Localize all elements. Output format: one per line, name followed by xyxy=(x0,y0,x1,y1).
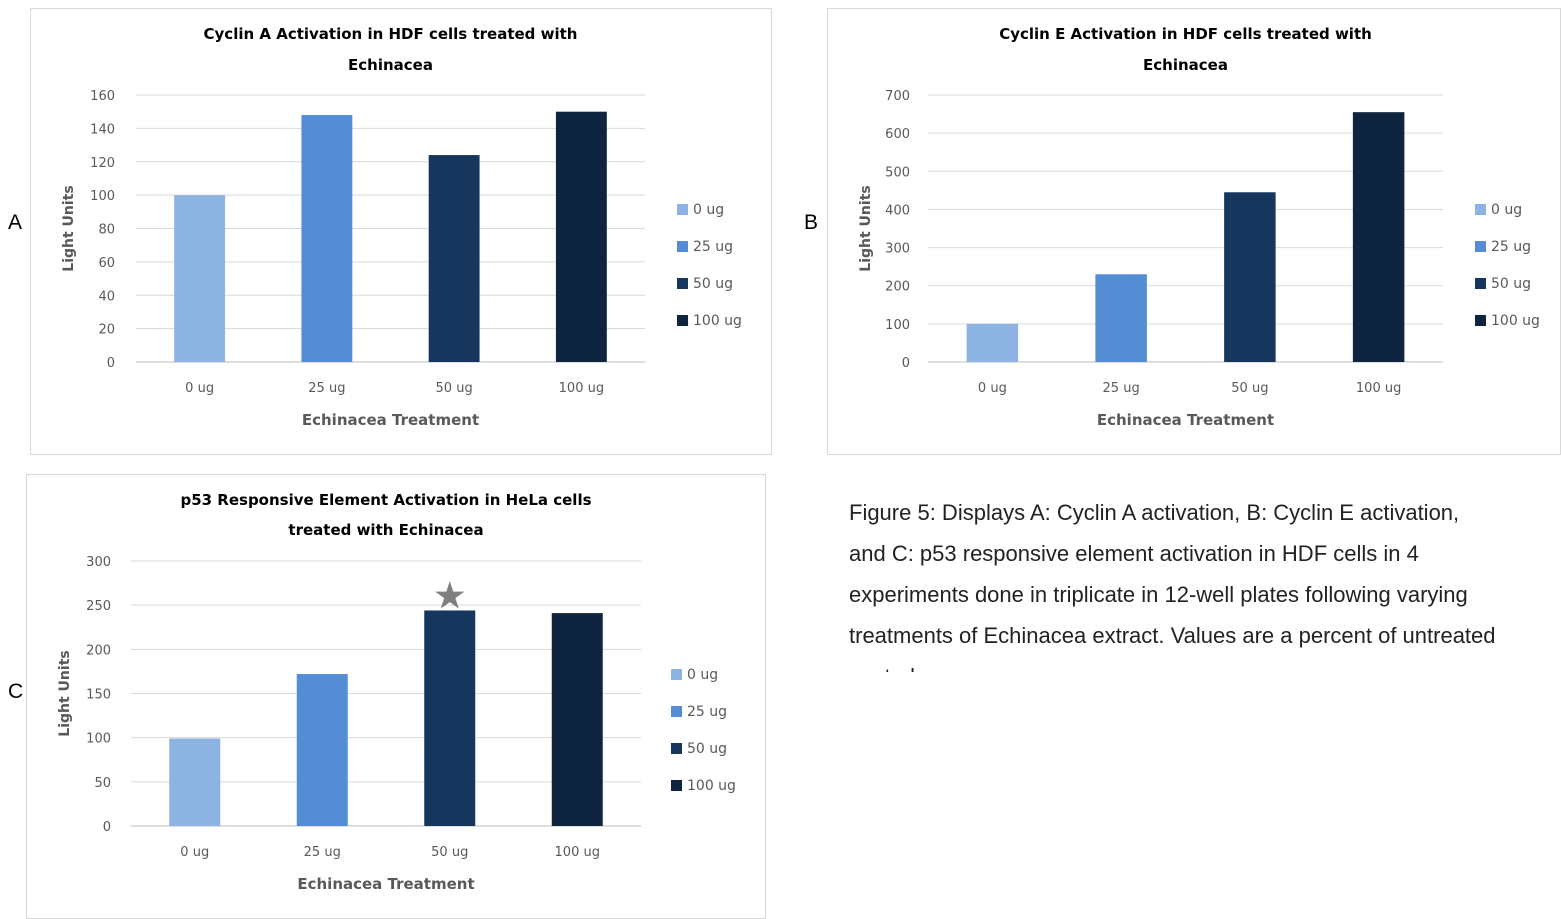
chart-c-title-line: p53 Responsive Element Activation in HeL… xyxy=(180,491,591,509)
chart-b-y-tick-label: 100 xyxy=(885,318,910,333)
chart-a-legend-label: 25 ug xyxy=(693,239,733,255)
chart-b-x-tick-label: 25 ug xyxy=(1103,381,1140,396)
chart-c: p53 Responsive Element Activation in HeL… xyxy=(57,491,736,893)
chart-b-legend-label: 25 ug xyxy=(1491,239,1531,255)
chart-a-legend-label: 100 ug xyxy=(693,313,742,329)
chart-b-y-tick-label: 700 xyxy=(885,89,910,104)
chart-c-bar-0ug xyxy=(169,738,221,826)
chart-b-legend-label: 0 ug xyxy=(1491,202,1522,218)
chart-c-x-tick-label: 0 ug xyxy=(180,845,209,860)
chart-b-container: Cyclin E Activation in HDF cells treated… xyxy=(827,8,1561,455)
figure-caption: Figure 5: Displays A: Cyclin A activatio… xyxy=(849,500,1496,672)
chart-a-y-tick-label: 40 xyxy=(98,289,115,304)
chart-b-legend-swatch xyxy=(1475,204,1486,215)
chart-c-legend-swatch xyxy=(671,669,682,680)
chart-a: Cyclin A Activation in HDF cells treated… xyxy=(61,25,742,429)
chart-c-legend-label: 100 ug xyxy=(687,778,736,794)
chart-a-y-axis-label: Light Units xyxy=(61,185,77,271)
panel-label-a: A xyxy=(8,211,23,234)
chart-a-legend-label: 50 ug xyxy=(693,276,733,292)
figure-caption-box: Figure 5: Displays A: Cyclin A activatio… xyxy=(849,492,1499,672)
chart-b-title-line: Cyclin E Activation in HDF cells treated… xyxy=(999,25,1372,43)
chart-a-title-line: Echinacea xyxy=(348,56,433,74)
chart-b-title-line: Echinacea xyxy=(1143,56,1228,74)
chart-a-legend-label: 0 ug xyxy=(693,202,724,218)
chart-c-y-tick-label: 250 xyxy=(86,599,111,614)
chart-b-legend-label: 50 ug xyxy=(1491,276,1531,292)
chart-b-x-tick-label: 100 ug xyxy=(1356,381,1401,396)
chart-a-legend-swatch xyxy=(677,278,688,289)
chart-c-y-tick-label: 100 xyxy=(86,732,111,747)
chart-b-y-tick-label: 600 xyxy=(885,127,910,142)
chart-a-bar-50ug xyxy=(428,155,480,362)
panel-label-b: B xyxy=(804,211,819,234)
chart-a-y-tick-label: 20 xyxy=(98,323,115,338)
chart-c-legend-label: 50 ug xyxy=(687,741,727,757)
chart-b-y-tick-label: 200 xyxy=(885,280,910,295)
chart-b-bar-100ug xyxy=(1352,112,1405,363)
chart-c-y-tick-label: 0 xyxy=(103,820,111,835)
chart-a-y-tick-label: 80 xyxy=(98,223,115,238)
chart-b-bar-50ug xyxy=(1224,192,1276,362)
chart-a-y-tick-label: 140 xyxy=(90,122,115,137)
chart-b-y-tick-label: 400 xyxy=(885,203,910,218)
chart-b-y-tick-label: 500 xyxy=(885,165,910,180)
chart-b-y-tick-label: 300 xyxy=(885,242,910,257)
chart-c-bar-100ug xyxy=(551,613,603,826)
chart-a-y-tick-label: 100 xyxy=(90,189,115,204)
chart-c-container: p53 Responsive Element Activation in HeL… xyxy=(26,474,766,919)
chart-c-bar-25ug xyxy=(296,674,348,826)
chart-a-y-tick-label: 60 xyxy=(98,256,115,271)
chart-b-legend-swatch xyxy=(1475,315,1486,326)
chart-a-x-tick-label: 25 ug xyxy=(308,381,345,396)
chart-c-legend-label: 0 ug xyxy=(687,667,718,683)
chart-b-bar-0ug xyxy=(966,323,1019,362)
chart-a-legend-swatch xyxy=(677,204,688,215)
chart-c-x-axis-label: Echinacea Treatment xyxy=(297,875,474,893)
chart-c-x-tick-label: 25 ug xyxy=(304,845,341,860)
chart-a-bar-0ug xyxy=(174,195,226,362)
chart-b-legend-swatch xyxy=(1475,241,1486,252)
chart-c-legend-swatch xyxy=(671,743,682,754)
chart-a-title-line: Cyclin A Activation in HDF cells treated… xyxy=(204,25,578,43)
chart-b-bar-25ug xyxy=(1095,274,1147,362)
chart-a-legend-swatch xyxy=(677,241,688,252)
chart-c-x-tick-label: 50 ug xyxy=(431,845,468,860)
chart-a-y-tick-label: 160 xyxy=(90,89,115,104)
chart-c-legend-swatch xyxy=(671,780,682,791)
chart-b: Cyclin E Activation in HDF cells treated… xyxy=(858,25,1540,429)
chart-a-bar-100ug xyxy=(555,111,607,362)
chart-a-y-tick-label: 0 xyxy=(107,356,115,371)
chart-c-y-tick-label: 200 xyxy=(86,643,111,658)
panel-label-c: C xyxy=(8,680,24,703)
chart-b-x-axis-label: Echinacea Treatment xyxy=(1097,411,1274,429)
chart-a-container: Cyclin A Activation in HDF cells treated… xyxy=(30,8,772,455)
chart-b-x-tick-label: 50 ug xyxy=(1231,381,1268,396)
chart-b-x-tick-label: 0 ug xyxy=(978,381,1007,396)
chart-a-x-tick-label: 50 ug xyxy=(436,381,473,396)
chart-c-x-tick-label: 100 ug xyxy=(555,845,600,860)
chart-c-y-tick-label: 300 xyxy=(86,555,111,570)
chart-b-y-axis-label: Light Units xyxy=(858,185,874,271)
chart-b-legend-label: 100 ug xyxy=(1491,313,1540,329)
chart-c-y-axis-label: Light Units xyxy=(57,650,73,736)
chart-a-legend-swatch xyxy=(677,315,688,326)
chart-a-x-axis-label: Echinacea Treatment xyxy=(302,411,479,429)
chart-c-bar-50ug xyxy=(424,610,476,826)
chart-a-bar-25ug xyxy=(301,115,353,363)
chart-c-y-tick-label: 50 xyxy=(94,776,111,791)
chart-c-y-tick-label: 150 xyxy=(86,688,111,703)
chart-a-x-tick-label: 100 ug xyxy=(559,381,604,396)
chart-c-legend-swatch xyxy=(671,706,682,717)
chart-b-y-tick-label: 0 xyxy=(902,356,910,371)
chart-a-x-tick-label: 0 ug xyxy=(185,381,214,396)
chart-c-title-line: treated with Echinacea xyxy=(288,521,483,539)
chart-c-legend-label: 25 ug xyxy=(687,704,727,720)
chart-c-significance-star-icon: ★ xyxy=(433,573,467,617)
chart-a-y-tick-label: 120 xyxy=(90,156,115,171)
chart-b-legend-swatch xyxy=(1475,278,1486,289)
